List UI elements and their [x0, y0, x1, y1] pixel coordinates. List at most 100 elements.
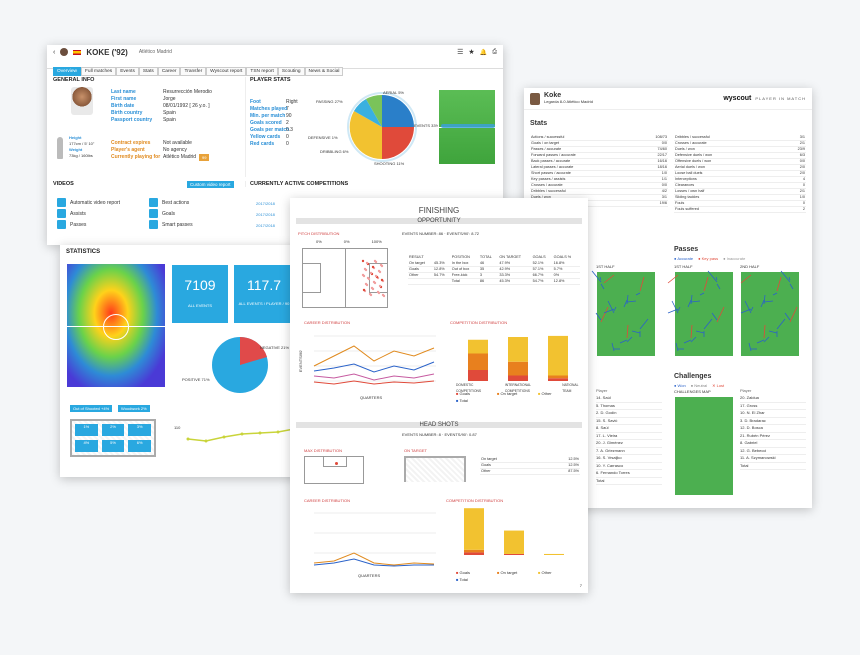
shot-dot [380, 278, 384, 282]
info-label: Passport country [111, 117, 153, 123]
stats-table-right: Dribbles / successful 3/1 Crosses / accura… [674, 134, 806, 213]
list-item: 8. Gabriel [740, 440, 806, 448]
info-labels: Last name First name Birth date Birth co… [111, 89, 152, 124]
general-info-title: GENERAL INFO [53, 77, 95, 83]
table-cell: 52.1% [532, 260, 544, 265]
report-stats-title: Stats [530, 120, 548, 127]
video-item[interactable]: Automatic video report [57, 197, 120, 208]
competition-row[interactable]: 2017/2018 [256, 201, 275, 206]
stat-value: 0.3 [286, 127, 293, 133]
stats-label: Back passes / accurate [531, 159, 571, 163]
stat-values: Right 7 90 2 0.3 0 0 [286, 99, 298, 148]
shot-map-pitch [302, 248, 388, 308]
table-cell: Out of box [451, 267, 470, 271]
woodwork-button[interactable]: Woodwork 2% [118, 405, 150, 412]
pie-label: EVENTS 33% [414, 123, 440, 128]
contract-value: Atlético Madrid [163, 154, 197, 160]
competition-categories: DOMESTIC COMPETITIONS INTERNATIONAL COMP… [456, 382, 588, 394]
back-arrow-icon[interactable]: ‹ [53, 48, 56, 56]
competition-row[interactable]: 2017/2018 [256, 212, 275, 217]
tab-wyscout-report[interactable]: Wyscout report [206, 67, 247, 76]
info-value: Spain [163, 117, 176, 123]
video-icon [57, 209, 66, 218]
bar-segment [508, 361, 528, 376]
legend-key-pass: Key pass [701, 256, 719, 261]
height-label: Height [69, 135, 82, 140]
stats-label: Forward passes / accurate [531, 153, 576, 157]
table-cell: Goals [481, 463, 491, 467]
finishing-title: FINISHING [418, 206, 460, 215]
legend-goals: Goals [459, 570, 470, 575]
table-cell: Goals [409, 267, 419, 271]
stats-row: Dribbles / successful 3/1 [674, 134, 806, 140]
table-cell: Free-kick [451, 273, 468, 277]
list-item: 20. J. Giménez [596, 440, 662, 448]
shot-dot [378, 284, 382, 288]
stats-row: Passes / accurate 74/60 [530, 146, 668, 152]
pie-label: SHOOTING 11% [374, 161, 405, 166]
action-pie-chart [347, 92, 417, 162]
challenges-title: Challenges [674, 373, 712, 380]
brand-logo: wyscout [723, 95, 752, 102]
per90-tile: 117.7 ALL EVENTS / PLAYER / 90 [234, 265, 294, 323]
tab-stats[interactable]: Stats [138, 67, 158, 76]
video-item-label: Automatic video report [70, 199, 121, 206]
bar-segment [464, 508, 484, 550]
physical-info: Height 177cm / 5' 10" Weight 73kg / 160l… [69, 135, 94, 159]
video-item[interactable]: Smart passes [149, 219, 193, 230]
custom-video-button[interactable]: Custom video report [187, 181, 234, 188]
print-icon[interactable]: ⎙ [492, 48, 497, 55]
tab-tsn-report[interactable]: TSN report [246, 67, 278, 76]
tab-full-matches[interactable]: Full matches [81, 67, 117, 76]
video-item[interactable]: Assists [57, 208, 120, 219]
career-y-axis: EVENTS/90' [298, 349, 304, 373]
video-item[interactable]: Goals [149, 208, 193, 219]
out-of-shooted-button[interactable]: Out of Shooted +4% [70, 405, 113, 412]
tab-scouting[interactable]: Scouting [277, 67, 305, 76]
shot-dot [361, 259, 365, 263]
body-silhouette-icon [57, 137, 63, 159]
shot-dot [374, 274, 378, 278]
challenges-pitch [674, 396, 734, 496]
tab-transfer[interactable]: Transfer [180, 67, 207, 76]
tab-overview[interactable]: Overview [53, 67, 81, 76]
video-icon [149, 198, 158, 207]
tab-news-social[interactable]: News & Social [304, 67, 344, 76]
video-icon [57, 220, 66, 229]
videos-panel: VIDEOS Custom video report Automatic vid… [53, 181, 239, 229]
bar-segment [468, 339, 488, 354]
table-cell: 12.8% [553, 279, 565, 283]
pct-cell: 0% [316, 239, 322, 244]
stats-value: 1/1 [661, 177, 667, 181]
head-career-title: CAREER DISTRIBUTION [304, 498, 351, 503]
pct-row: 0% 0% 100% [316, 239, 382, 245]
tab-events[interactable]: Events [116, 67, 139, 76]
video-item[interactable]: Best actions [149, 197, 193, 208]
bell-icon[interactable]: 🔔 [479, 49, 488, 56]
shot-dot [377, 269, 381, 273]
stats-value: 0 [802, 183, 805, 187]
star-icon[interactable]: ★ [468, 49, 475, 56]
table-cell: 87.5% [568, 469, 579, 473]
player-stats-panel: PLAYER STATS Foot Matches played Min. pe… [245, 77, 497, 177]
list-icon[interactable]: ☰ [457, 49, 464, 56]
stats-label: Crosses / accurate [675, 141, 707, 145]
table-cell: 45.3% [499, 279, 511, 283]
stats-value: 0/0 [661, 141, 667, 145]
video-item[interactable]: Passes [57, 219, 120, 230]
stats-table-left: Actions / successful 108/73 Goals / on tar… [530, 134, 668, 207]
table-cell: 86 [479, 279, 485, 283]
table-row: Goals 12.5% [480, 462, 580, 468]
tab-career[interactable]: Career [157, 67, 181, 76]
stat-value: 90 [286, 113, 292, 119]
positive-negative-pie [212, 336, 268, 393]
stats-value: 19/6 [659, 201, 667, 205]
video-icon [149, 220, 158, 229]
stats-label: Duels / won [531, 195, 551, 199]
video-icon [57, 198, 66, 207]
competition-row[interactable]: 2017/2018 [256, 223, 275, 228]
stat-label: Goals per match [250, 127, 290, 133]
shot-dot [381, 293, 385, 297]
legend-on-target: On target [500, 391, 518, 396]
legend-neutral: Neutral [694, 383, 708, 388]
